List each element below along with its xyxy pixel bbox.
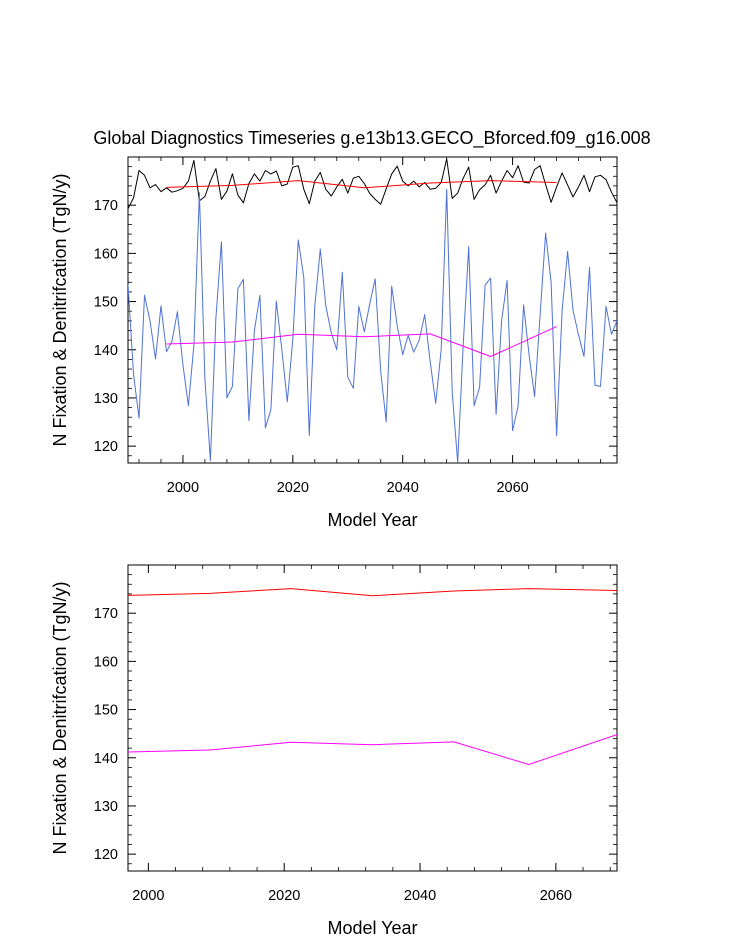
y-tick-label: 160 [94,654,118,670]
bottom-panel: 2000 2020 2040 2060 120 130 140 150 160 170 Model … [50,564,618,938]
y-tick-label: 120 [94,847,118,863]
y-tick-label: 120 [94,439,118,455]
series-line-denitrification-annual [128,188,617,463]
x-axis-title: Model Year [327,510,417,530]
series-line-denitrification-decadal-mean [128,734,617,765]
y-tick-label: 140 [94,751,118,767]
plot-frame [127,564,618,872]
x-tick-label: 2020 [268,888,300,904]
y-tick-label: 170 [94,198,118,214]
x-tick-label: 2000 [132,888,164,904]
series-line-n-fixation-annual [128,158,617,209]
x-tick-label: 2020 [277,480,309,496]
y-tick-label: 140 [94,343,118,359]
top-panel: 2000 2020 2040 2060 120 130 140 150 160 170 Model … [50,156,618,530]
chart-title: Global Diagnostics Timeseries g.e13b13.G… [93,128,650,149]
x-axis-title: Model Year [327,918,417,938]
y-tick-label: 130 [94,799,118,815]
plot-frame [127,156,618,464]
y-tick-label: 150 [94,295,118,311]
x-tick-label: 2040 [404,888,436,904]
x-tick-label: 2060 [540,888,572,904]
y-tick-label: 130 [94,391,118,407]
series-line-n-fixation-decadal-mean [166,180,557,189]
y-tick-label: 160 [94,246,118,262]
y-tick-label: 150 [94,703,118,719]
x-tick-label: 2000 [167,480,199,496]
series-line-denitrification-decadal-mean [166,326,557,357]
y-axis-title: N Fixation & Denitrifcation (TgN/y) [50,173,70,446]
series-line-n-fixation-decadal-mean [128,588,617,597]
y-axis-title: N Fixation & Denitrifcation (TgN/y) [50,581,70,854]
y-tick-label: 170 [94,606,118,622]
x-tick-label: 2040 [387,480,419,496]
x-tick-label: 2060 [496,480,528,496]
